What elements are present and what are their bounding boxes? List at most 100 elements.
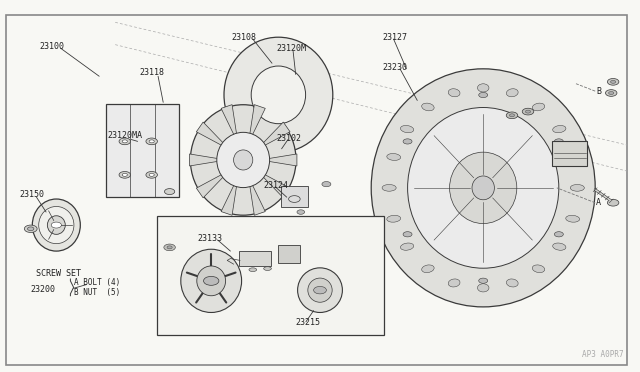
Ellipse shape <box>448 89 460 97</box>
Ellipse shape <box>298 268 342 312</box>
Circle shape <box>479 278 488 283</box>
Circle shape <box>119 138 131 145</box>
Ellipse shape <box>506 279 518 287</box>
Text: 23100: 23100 <box>40 42 65 51</box>
Ellipse shape <box>532 265 545 273</box>
Ellipse shape <box>180 249 242 312</box>
Circle shape <box>146 171 157 178</box>
Text: AP3 A0PR7: AP3 A0PR7 <box>582 350 624 359</box>
Polygon shape <box>260 154 297 166</box>
Text: SCREW SET: SCREW SET <box>36 269 81 278</box>
Ellipse shape <box>449 152 517 224</box>
Circle shape <box>149 173 154 176</box>
Polygon shape <box>189 154 227 166</box>
Circle shape <box>509 114 515 117</box>
Ellipse shape <box>422 103 434 111</box>
Circle shape <box>146 138 157 145</box>
Circle shape <box>164 189 175 195</box>
Ellipse shape <box>477 84 489 92</box>
Circle shape <box>119 171 131 178</box>
Circle shape <box>322 182 331 187</box>
Text: 23150: 23150 <box>19 190 44 199</box>
Circle shape <box>314 286 326 294</box>
Ellipse shape <box>566 215 580 222</box>
Text: 23230: 23230 <box>383 63 408 72</box>
Ellipse shape <box>38 206 74 244</box>
Text: 23120M: 23120M <box>276 44 307 53</box>
FancyBboxPatch shape <box>278 245 300 263</box>
Ellipse shape <box>371 69 595 307</box>
Ellipse shape <box>197 266 226 296</box>
Circle shape <box>297 210 305 214</box>
Circle shape <box>164 244 175 251</box>
Bar <box>157 216 384 335</box>
Ellipse shape <box>234 150 253 170</box>
Circle shape <box>607 78 619 85</box>
Ellipse shape <box>217 132 269 187</box>
Polygon shape <box>221 105 238 143</box>
FancyBboxPatch shape <box>281 186 308 207</box>
Circle shape <box>167 246 172 249</box>
Text: 23200: 23200 <box>31 285 56 294</box>
Polygon shape <box>257 122 290 150</box>
Circle shape <box>403 139 412 144</box>
Circle shape <box>611 80 616 83</box>
Polygon shape <box>196 122 230 150</box>
Ellipse shape <box>191 105 296 215</box>
Ellipse shape <box>553 243 566 250</box>
Circle shape <box>51 222 61 228</box>
Bar <box>106 104 179 197</box>
Text: 23108: 23108 <box>232 33 257 42</box>
Ellipse shape <box>553 125 566 133</box>
Ellipse shape <box>224 37 333 153</box>
Circle shape <box>506 112 518 119</box>
Ellipse shape <box>506 89 518 97</box>
Ellipse shape <box>566 154 580 160</box>
Text: A BOLT (4): A BOLT (4) <box>74 278 120 287</box>
Text: B: B <box>596 87 601 96</box>
Text: B NUT  (5): B NUT (5) <box>74 288 120 296</box>
Polygon shape <box>257 170 290 198</box>
Circle shape <box>122 140 127 143</box>
Circle shape <box>479 92 488 97</box>
Ellipse shape <box>249 268 257 272</box>
Circle shape <box>522 108 534 115</box>
Ellipse shape <box>387 215 401 222</box>
Polygon shape <box>248 177 265 215</box>
Circle shape <box>525 110 531 113</box>
FancyBboxPatch shape <box>239 251 271 266</box>
Circle shape <box>149 140 154 143</box>
Circle shape <box>403 232 412 237</box>
FancyBboxPatch shape <box>552 141 587 166</box>
Ellipse shape <box>387 154 401 160</box>
Ellipse shape <box>422 265 434 273</box>
Ellipse shape <box>448 279 460 287</box>
Text: A: A <box>596 198 601 207</box>
Text: 23102: 23102 <box>276 134 301 143</box>
Ellipse shape <box>264 267 271 270</box>
Circle shape <box>122 173 127 176</box>
Circle shape <box>28 227 34 231</box>
Text: 23118: 23118 <box>140 68 164 77</box>
Circle shape <box>554 232 563 237</box>
Ellipse shape <box>401 125 413 133</box>
Ellipse shape <box>382 185 396 191</box>
Ellipse shape <box>477 284 489 292</box>
Ellipse shape <box>472 176 494 200</box>
Ellipse shape <box>408 108 559 268</box>
Ellipse shape <box>401 243 413 250</box>
Text: 23127: 23127 <box>383 33 408 42</box>
Text: 23133: 23133 <box>197 234 222 243</box>
Circle shape <box>204 276 219 285</box>
Ellipse shape <box>32 199 81 251</box>
Text: 23215: 23215 <box>296 318 321 327</box>
Ellipse shape <box>308 278 332 302</box>
Ellipse shape <box>251 66 306 124</box>
Polygon shape <box>196 170 230 198</box>
Circle shape <box>609 92 614 94</box>
Polygon shape <box>248 105 265 143</box>
Text: 23120MA: 23120MA <box>108 131 143 140</box>
Polygon shape <box>221 177 238 215</box>
Circle shape <box>605 90 617 96</box>
Circle shape <box>24 225 37 232</box>
